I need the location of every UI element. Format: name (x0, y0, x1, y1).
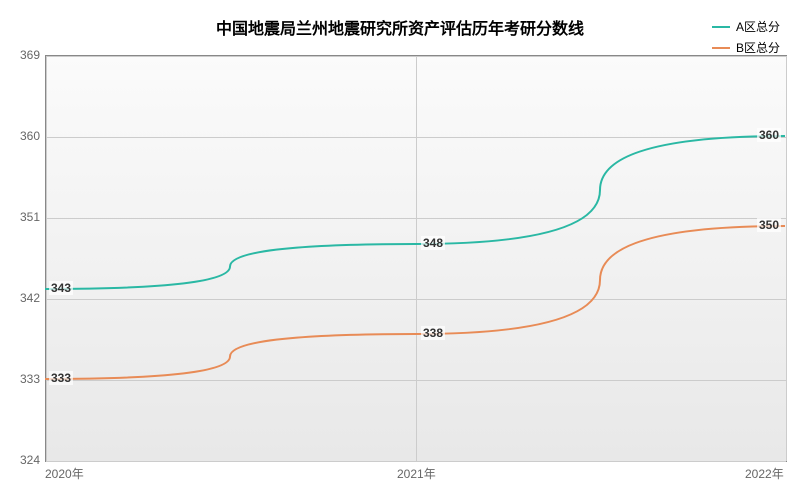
data-label: 338 (421, 326, 445, 340)
legend-swatch-a (712, 26, 730, 28)
legend-swatch-b (712, 47, 730, 49)
series-line-0 (45, 136, 785, 289)
plot-svg (45, 55, 785, 460)
x-tick-label: 2021年 (397, 465, 436, 482)
data-label: 333 (49, 371, 73, 385)
x-gridline (786, 56, 787, 461)
data-label: 360 (757, 128, 781, 142)
data-label: 343 (49, 281, 73, 295)
y-tick-label: 333 (20, 372, 40, 386)
series-line-1 (45, 226, 785, 379)
legend-item-b: B区总分 (712, 39, 780, 56)
y-tick-label: 351 (20, 210, 40, 224)
y-tick-label: 360 (20, 129, 40, 143)
data-label: 350 (757, 218, 781, 232)
legend-label-b: B区总分 (736, 39, 780, 56)
y-tick-label: 324 (20, 453, 40, 467)
x-tick-label: 2022年 (745, 465, 784, 482)
chart-container: 中国地震局兰州地震研究所资产评估历年考研分数线 A区总分 B区总分 324 333… (0, 0, 800, 500)
legend: A区总分 B区总分 (712, 18, 780, 60)
legend-label-a: A区总分 (736, 18, 780, 35)
legend-item-a: A区总分 (712, 18, 780, 35)
y-tick-label: 369 (20, 48, 40, 62)
chart-title: 中国地震局兰州地震研究所资产评估历年考研分数线 (0, 15, 800, 39)
x-tick-label: 2020年 (45, 465, 84, 482)
y-gridline (46, 461, 786, 462)
data-label: 348 (421, 236, 445, 250)
y-tick-label: 342 (20, 291, 40, 305)
